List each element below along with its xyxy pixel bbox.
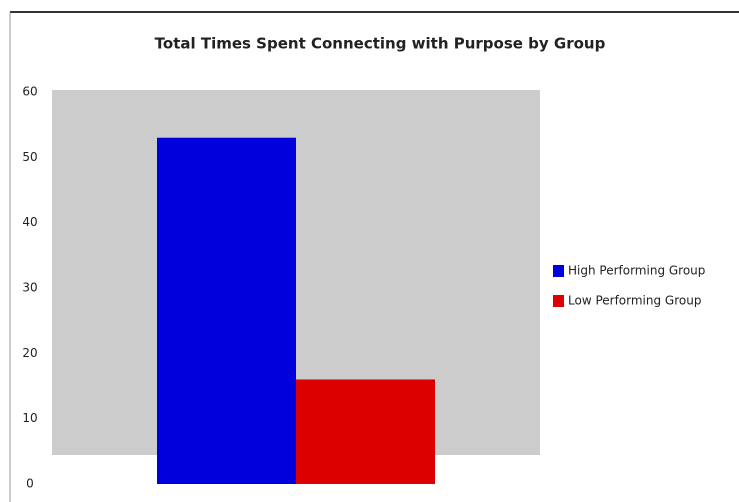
legend-swatch	[553, 265, 564, 277]
y-tick-label: 30	[22, 281, 37, 295]
legend-swatch	[553, 295, 564, 307]
y-tick-label: 10	[22, 411, 37, 425]
legend-label: Low Performing Group	[568, 294, 701, 308]
y-tick-label: 20	[22, 346, 37, 360]
y-tick-label: 50	[22, 150, 37, 164]
y-tick-label: 60	[22, 85, 37, 99]
y-tick-label: 0	[26, 477, 34, 491]
chart-title: Total Times Spent Connecting with Purpos…	[155, 35, 606, 53]
legend-label: High Performing Group	[568, 264, 705, 278]
bar	[296, 379, 435, 484]
y-tick-label: 40	[22, 215, 37, 229]
bar	[157, 137, 296, 484]
